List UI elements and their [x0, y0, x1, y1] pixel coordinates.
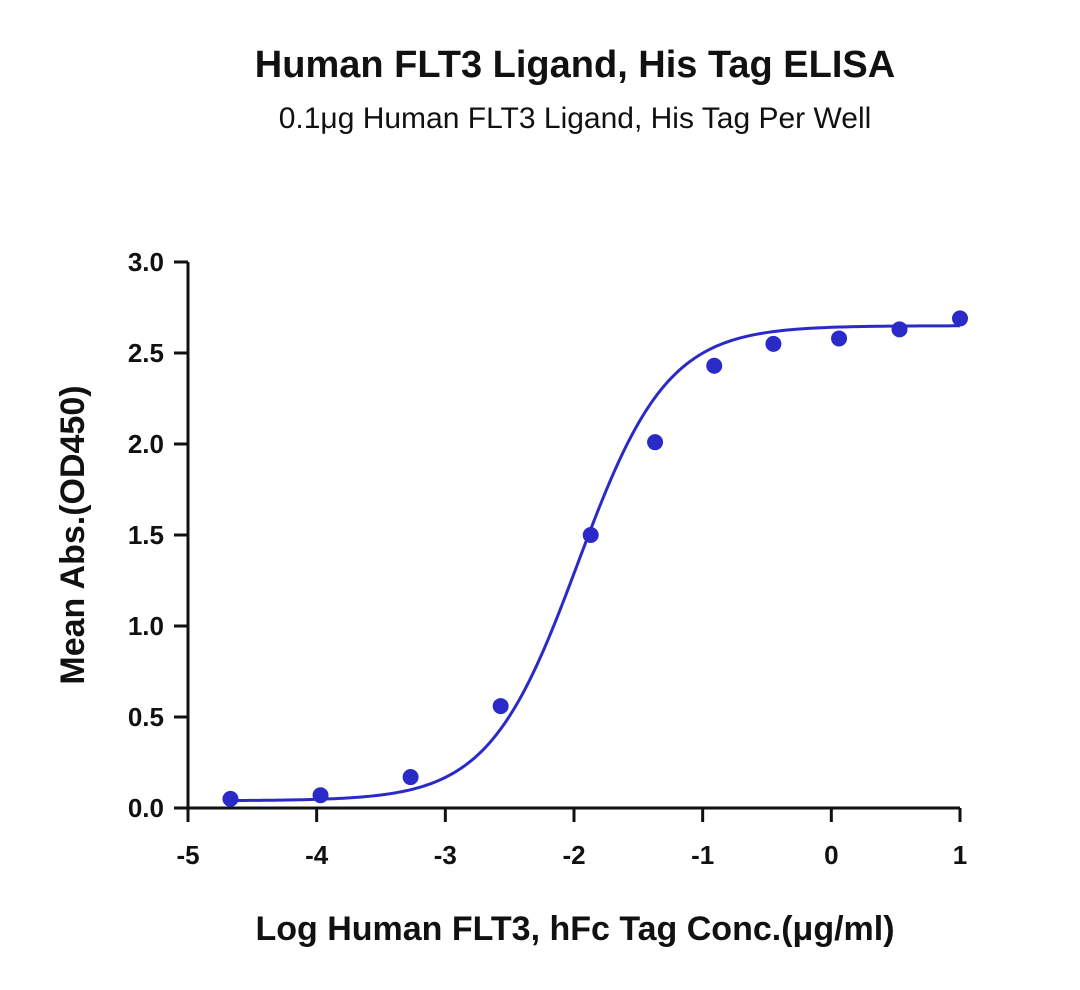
data-point: [492, 698, 509, 715]
y-tick-label: 0.0: [128, 793, 164, 823]
y-tick-label: 1.5: [128, 520, 164, 550]
x-axis-title: Log Human FLT3, hFc Tag Conc.(μg/ml): [255, 910, 894, 948]
data-point: [582, 527, 599, 543]
data-point: [891, 321, 908, 338]
x-tick-label: -3: [434, 840, 457, 870]
data-point: [647, 434, 664, 451]
y-tick-label: 3.0: [128, 247, 164, 277]
data-point: [706, 357, 723, 374]
fit-curve-line: [230, 324, 961, 803]
x-tick-label: -4: [305, 840, 329, 870]
x-tick-label: 1: [953, 840, 967, 870]
data-point: [952, 310, 968, 327]
x-tick-label: -2: [562, 840, 585, 870]
x-tick-label: -1: [691, 840, 714, 870]
data-point: [222, 790, 239, 807]
data-point: [765, 335, 782, 352]
chart-subtitle: 0.1μg Human FLT3 Ligand, His Tag Per Wel…: [278, 102, 872, 135]
data-point: [831, 330, 848, 347]
data-point: [312, 787, 329, 804]
y-tick-label: 0.5: [128, 702, 164, 732]
chart-title: Human FLT3 Ligand, His Tag ELISA: [254, 44, 896, 86]
y-tick-label: 2.5: [128, 338, 164, 368]
data-point: [402, 769, 419, 786]
x-tick-label: -5: [176, 840, 199, 870]
y-tick-label: 1.0: [128, 611, 164, 641]
x-tick-label: 0: [824, 840, 838, 870]
data-points: [222, 310, 968, 807]
axes: 0.0 0.5 1.0 1.5 2.0 2.5 3.0 -5 -4 -3 -2 -1 0 1: [128, 247, 967, 870]
y-axis-title: Mean Abs.(OD450): [54, 385, 92, 684]
y-tick-label: 2.0: [128, 429, 164, 459]
